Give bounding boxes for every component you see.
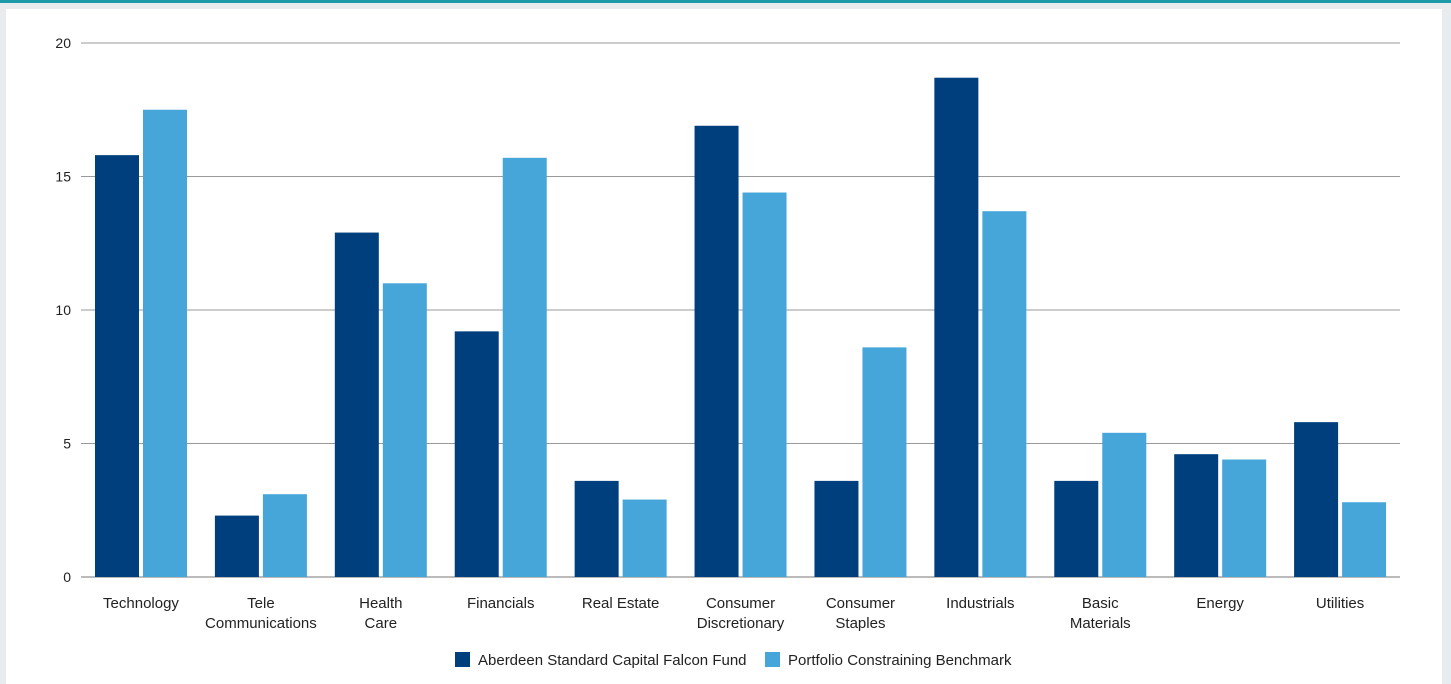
bar-fund bbox=[334, 232, 379, 577]
x-tick-label: Communications bbox=[205, 615, 317, 632]
y-tick-label: 20 bbox=[55, 35, 71, 51]
legend: Aberdeen Standard Capital Falcon Fund Por… bbox=[455, 652, 1012, 669]
x-tick-label: Materials bbox=[1070, 615, 1131, 632]
bar-benchmark bbox=[622, 499, 667, 577]
bar-benchmark bbox=[1222, 459, 1267, 577]
bar-fund bbox=[1294, 422, 1339, 577]
x-tick-label: Technology bbox=[103, 595, 179, 612]
x-tick-label: Care bbox=[365, 615, 398, 632]
x-tick-label: Utilities bbox=[1316, 595, 1364, 612]
bar-benchmark bbox=[742, 192, 787, 577]
x-axis-labels: Technology Tele Communications Health Care Fi… bbox=[103, 595, 1364, 632]
bar-benchmark bbox=[262, 494, 307, 577]
x-tick-label: Real Estate bbox=[582, 595, 660, 612]
x-tick-label: Consumer bbox=[706, 595, 775, 612]
bar-benchmark bbox=[862, 347, 907, 577]
bar-fund bbox=[574, 480, 619, 577]
x-tick-label: Financials bbox=[467, 595, 535, 612]
x-tick-label: Industrials bbox=[946, 595, 1014, 612]
y-tick-label: 15 bbox=[55, 169, 71, 185]
x-tick-label: Health bbox=[359, 595, 402, 612]
y-axis-ticks: 0 5 10 15 20 bbox=[55, 35, 71, 585]
legend-swatch bbox=[455, 652, 470, 667]
x-tick-label: Tele bbox=[247, 595, 275, 612]
bar-fund bbox=[1054, 480, 1099, 577]
x-tick-label: Energy bbox=[1196, 595, 1244, 612]
bar-benchmark bbox=[982, 211, 1027, 577]
x-tick-label: Staples bbox=[835, 615, 885, 632]
x-tick-label: Discretionary bbox=[697, 615, 785, 632]
bar-fund bbox=[1174, 454, 1219, 577]
bar-fund bbox=[934, 77, 979, 578]
x-tick-label: Consumer bbox=[826, 595, 895, 612]
bar-benchmark bbox=[143, 109, 187, 577]
y-tick-label: 10 bbox=[55, 302, 71, 318]
x-tick-label: Basic bbox=[1082, 595, 1119, 612]
y-tick-label: 0 bbox=[63, 569, 71, 585]
bars bbox=[95, 77, 1387, 578]
y-tick-label: 5 bbox=[63, 436, 71, 452]
legend-label: Portfolio Constraining Benchmark bbox=[788, 652, 1012, 669]
bar-fund bbox=[454, 331, 499, 577]
bar-benchmark bbox=[1102, 432, 1147, 577]
bar-fund bbox=[814, 480, 859, 577]
bar-benchmark bbox=[502, 157, 547, 577]
bar-fund bbox=[694, 125, 739, 578]
bar-benchmark bbox=[382, 283, 427, 577]
legend-swatch bbox=[765, 652, 780, 667]
bar-benchmark bbox=[1342, 502, 1387, 577]
legend-label: Aberdeen Standard Capital Falcon Fund bbox=[478, 652, 747, 669]
bar-fund bbox=[95, 155, 139, 577]
bar-fund bbox=[214, 515, 259, 577]
